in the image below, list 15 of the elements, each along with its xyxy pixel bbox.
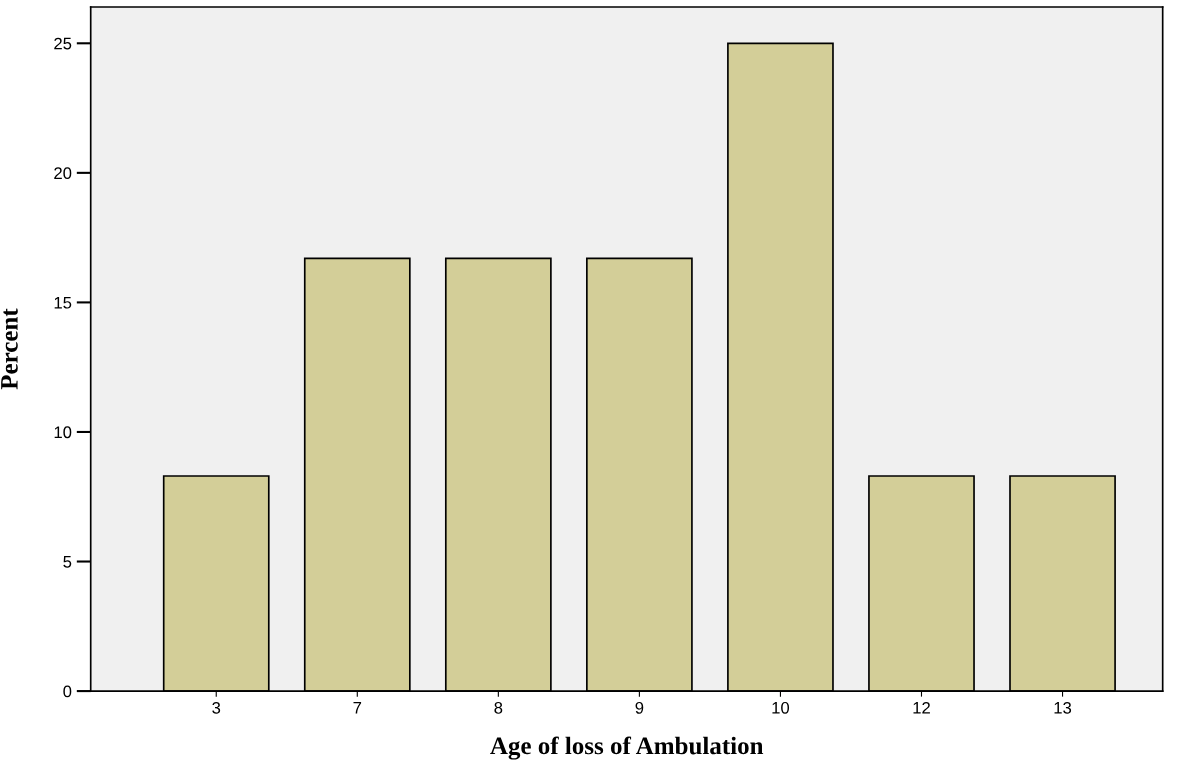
x-tick-label: 8	[494, 701, 503, 714]
x-tick-label: 12	[913, 701, 930, 714]
x-axis-title: Age of loss of Ambulation	[490, 736, 764, 760]
y-tick-label: 10	[54, 426, 72, 439]
y-tick-label: 15	[54, 296, 72, 309]
y-tick-label: 20	[54, 167, 72, 180]
x-tick-label: 10	[772, 701, 790, 714]
y-tick-label: 25	[54, 37, 72, 50]
y-tick-label: 0	[63, 685, 72, 698]
y-tick-label: 5	[63, 556, 72, 568]
x-tick-label: 3	[212, 701, 221, 714]
x-tick-label: 7	[353, 702, 362, 714]
x-tick-label: 13	[1054, 701, 1072, 714]
x-tick-label: 9	[635, 701, 644, 714]
y-axis-title: Percent	[1, 308, 18, 390]
